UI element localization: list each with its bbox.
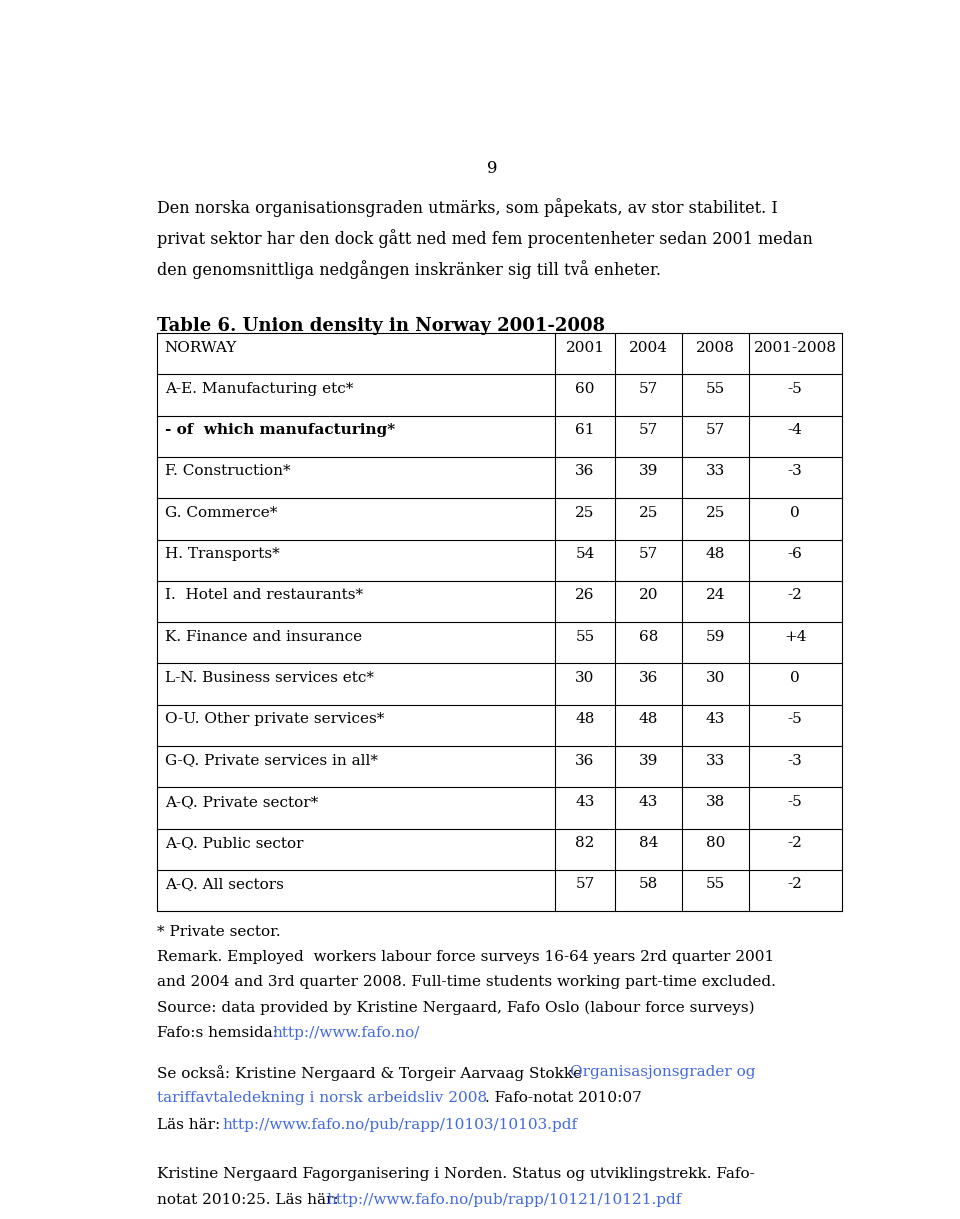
Text: 84: 84 — [638, 836, 658, 850]
Text: 61: 61 — [575, 423, 595, 438]
Text: Table 6. Union density in Norway 2001-2008: Table 6. Union density in Norway 2001-20… — [157, 317, 606, 335]
Text: 57: 57 — [638, 547, 658, 561]
Text: 36: 36 — [575, 753, 594, 768]
Text: 54: 54 — [575, 547, 594, 561]
Text: 33: 33 — [706, 753, 725, 768]
Text: 25: 25 — [638, 506, 658, 519]
Text: 55: 55 — [706, 878, 725, 891]
Text: 38: 38 — [706, 795, 725, 809]
Text: Organisasjonsgrader og: Organisasjonsgrader og — [570, 1065, 756, 1079]
Text: +4: +4 — [784, 630, 806, 644]
Text: 48: 48 — [706, 547, 725, 561]
Text: Den norska organisationsgraden utmärks, som påpekats, av stor stabilitet. I: Den norska organisationsgraden utmärks, … — [157, 197, 778, 217]
Text: A-Q. All sectors: A-Q. All sectors — [165, 878, 283, 891]
Text: 39: 39 — [638, 753, 658, 768]
Text: notat 2010:25. Läs här:: notat 2010:25. Läs här: — [157, 1193, 344, 1207]
Text: 48: 48 — [575, 712, 594, 727]
Text: den genomsnittliga nedgången inskränker sig till två enheter.: den genomsnittliga nedgången inskränker … — [157, 260, 661, 279]
Text: H. Transports*: H. Transports* — [165, 547, 279, 561]
Text: . Fafo-notat 2010:07: . Fafo-notat 2010:07 — [485, 1091, 641, 1106]
Text: Kristine Nergaard Fagorganisering i Norden. Status og utviklingstrekk. Fafo-: Kristine Nergaard Fagorganisering i Nord… — [157, 1167, 755, 1180]
Text: http://www.fafo.no/pub/rapp/10103/10103.pdf: http://www.fafo.no/pub/rapp/10103/10103.… — [223, 1118, 578, 1131]
Text: -2: -2 — [788, 589, 803, 602]
Text: A-Q. Public sector: A-Q. Public sector — [165, 836, 303, 850]
Text: 36: 36 — [575, 464, 594, 479]
Text: http://www.fafo.no/: http://www.fafo.no/ — [273, 1025, 420, 1040]
Text: 9: 9 — [487, 161, 497, 177]
Text: 43: 43 — [706, 712, 725, 727]
Text: -2: -2 — [788, 836, 803, 850]
Text: 25: 25 — [575, 506, 594, 519]
Text: 68: 68 — [638, 630, 658, 644]
Text: 80: 80 — [706, 836, 725, 850]
Text: 57: 57 — [706, 423, 725, 438]
Text: -5: -5 — [788, 795, 803, 809]
Text: 24: 24 — [706, 589, 725, 602]
Text: tariffavtaledekning i norsk arbeidsliv 2008: tariffavtaledekning i norsk arbeidsliv 2… — [157, 1091, 488, 1106]
Text: Läs här:: Läs här: — [157, 1118, 226, 1131]
Text: 2008: 2008 — [696, 340, 734, 355]
Text: G-Q. Private services in all*: G-Q. Private services in all* — [165, 753, 377, 768]
Text: 25: 25 — [706, 506, 725, 519]
Text: -2: -2 — [788, 878, 803, 891]
Text: 57: 57 — [638, 423, 658, 438]
Text: 2001: 2001 — [565, 340, 605, 355]
Text: Source: data provided by Kristine Nergaard, Fafo Oslo (labour force surveys): Source: data provided by Kristine Nergaa… — [157, 1001, 755, 1015]
Text: -3: -3 — [788, 753, 803, 768]
Text: 58: 58 — [638, 878, 658, 891]
Text: 55: 55 — [706, 382, 725, 396]
Text: 43: 43 — [575, 795, 594, 809]
Text: -5: -5 — [788, 712, 803, 727]
Text: K. Finance and insurance: K. Finance and insurance — [165, 630, 362, 644]
Text: 20: 20 — [638, 589, 658, 602]
Text: 43: 43 — [638, 795, 658, 809]
Text: 2004: 2004 — [629, 340, 668, 355]
Text: and 2004 and 3rd quarter 2008. Full-time students working part-time excluded.: and 2004 and 3rd quarter 2008. Full-time… — [157, 975, 776, 989]
Text: privat sektor har den dock gått ned med fem procentenheter sedan 2001 medan: privat sektor har den dock gått ned med … — [157, 229, 813, 247]
Text: 59: 59 — [706, 630, 725, 644]
Text: 0: 0 — [790, 506, 800, 519]
Text: L-N. Business services etc*: L-N. Business services etc* — [165, 670, 373, 685]
Text: - of  which manufacturing*: - of which manufacturing* — [165, 423, 395, 438]
Text: Se också: Kristine Nergaard & Torgeir Aarvaag Stokke: Se också: Kristine Nergaard & Torgeir Aa… — [157, 1065, 588, 1081]
Text: 39: 39 — [638, 464, 658, 479]
Text: F. Construction*: F. Construction* — [165, 464, 290, 479]
Text: -5: -5 — [788, 382, 803, 396]
Text: 48: 48 — [638, 712, 658, 727]
Text: G. Commerce*: G. Commerce* — [165, 506, 277, 519]
Text: Fafo:s hemsida:: Fafo:s hemsida: — [157, 1025, 283, 1040]
Text: 30: 30 — [706, 670, 725, 685]
Text: 57: 57 — [638, 382, 658, 396]
Text: I.  Hotel and restaurants*: I. Hotel and restaurants* — [165, 589, 363, 602]
Text: 0: 0 — [790, 670, 800, 685]
Text: http://www.fafo.no/pub/rapp/10121/10121.pdf: http://www.fafo.no/pub/rapp/10121/10121.… — [326, 1193, 683, 1207]
Text: -3: -3 — [788, 464, 803, 479]
Text: 30: 30 — [575, 670, 594, 685]
Text: -6: -6 — [788, 547, 803, 561]
Text: 36: 36 — [638, 670, 658, 685]
Text: 33: 33 — [706, 464, 725, 479]
Text: A-E. Manufacturing etc*: A-E. Manufacturing etc* — [165, 382, 353, 396]
Text: 60: 60 — [575, 382, 595, 396]
Text: * Private sector.: * Private sector. — [157, 925, 281, 940]
Text: 82: 82 — [575, 836, 594, 850]
Text: Remark. Employed  workers labour force surveys 16-64 years 2rd quarter 2001: Remark. Employed workers labour force su… — [157, 950, 775, 964]
Text: 55: 55 — [575, 630, 594, 644]
Text: A-Q. Private sector*: A-Q. Private sector* — [165, 795, 318, 809]
Text: O-U. Other private services*: O-U. Other private services* — [165, 712, 384, 727]
Text: 57: 57 — [575, 878, 594, 891]
Text: NORWAY: NORWAY — [165, 340, 237, 355]
Text: 2001-2008: 2001-2008 — [754, 340, 837, 355]
Text: -4: -4 — [788, 423, 803, 438]
Text: 26: 26 — [575, 589, 595, 602]
